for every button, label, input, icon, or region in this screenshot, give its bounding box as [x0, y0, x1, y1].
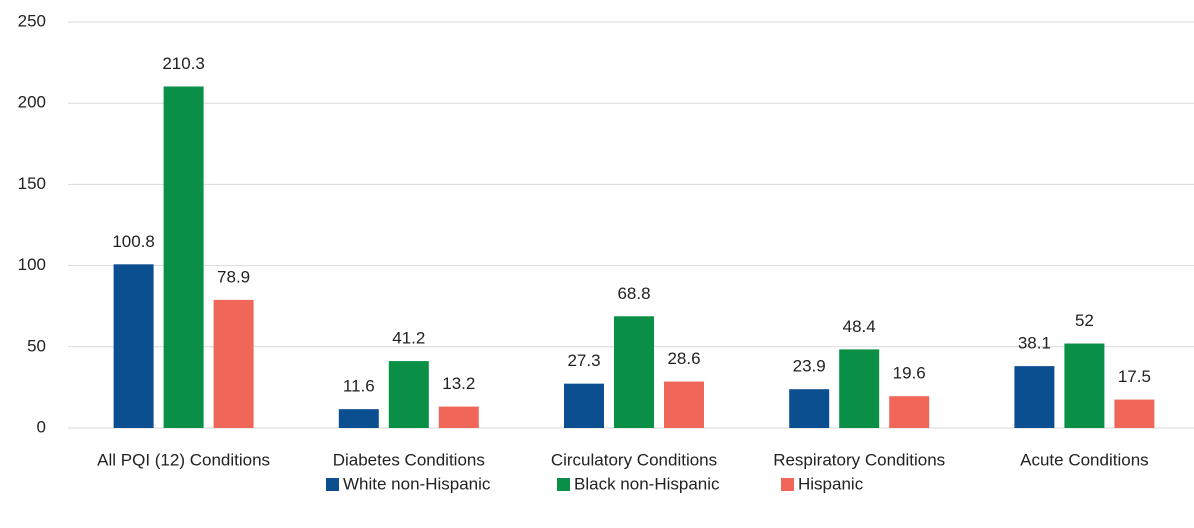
bar — [614, 316, 654, 428]
bar — [789, 389, 830, 428]
x-tick-label: Acute Conditions — [1020, 450, 1149, 469]
legend-label: Hispanic — [798, 474, 864, 493]
data-label: 68.8 — [617, 284, 650, 303]
legend-swatch — [557, 478, 570, 491]
legend-swatch — [781, 478, 794, 491]
data-label: 17.5 — [1118, 367, 1151, 386]
x-tick-label: All PQI (12) Conditions — [97, 450, 270, 469]
data-label: 41.2 — [392, 329, 425, 348]
legend-label: White non-Hispanic — [343, 474, 491, 493]
bar — [1064, 343, 1105, 428]
data-label: 78.9 — [217, 267, 250, 286]
bar — [113, 264, 154, 428]
legend-swatch — [326, 478, 339, 491]
data-label: 11.6 — [343, 377, 375, 396]
data-label: 19.6 — [893, 364, 926, 383]
data-label: 13.2 — [442, 374, 475, 393]
legend-label: Black non-Hispanic — [574, 474, 720, 493]
y-tick-label: 100 — [18, 255, 46, 274]
y-tick-label: 150 — [18, 174, 46, 193]
data-label: 23.9 — [793, 357, 826, 376]
bar — [839, 349, 880, 428]
data-label: 28.6 — [667, 349, 700, 368]
bar — [1114, 399, 1155, 428]
x-tick-label: Circulatory Conditions — [551, 450, 717, 469]
bar — [1014, 366, 1055, 428]
bar — [564, 383, 604, 428]
data-label: 210.3 — [162, 54, 205, 73]
bar — [338, 409, 379, 428]
bar — [889, 396, 930, 428]
y-tick-label: 250 — [18, 11, 46, 30]
bar — [438, 406, 479, 428]
data-label: 48.4 — [843, 317, 876, 336]
y-tick-label: 200 — [18, 93, 46, 112]
bar — [163, 86, 204, 428]
data-label: 27.3 — [567, 351, 600, 370]
y-tick-label: 0 — [37, 417, 46, 436]
bar — [213, 299, 254, 428]
data-label: 100.8 — [112, 232, 155, 251]
bar — [664, 381, 704, 428]
data-label: 52 — [1075, 311, 1094, 330]
x-tick-label: Respiratory Conditions — [773, 450, 945, 469]
x-tick-label: Diabetes Conditions — [333, 450, 485, 469]
data-label: 38.1 — [1018, 334, 1051, 353]
y-tick-label: 50 — [27, 336, 46, 355]
bar — [388, 361, 429, 428]
